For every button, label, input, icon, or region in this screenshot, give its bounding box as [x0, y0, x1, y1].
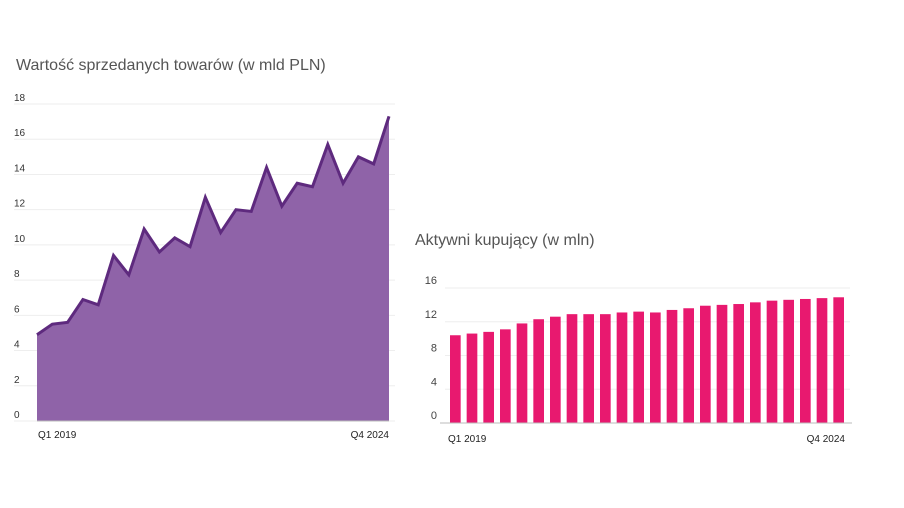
chart2-bar: [666, 309, 678, 423]
chart2-bar: [633, 311, 644, 423]
chart2-bar: [700, 305, 711, 423]
chart2-bar: [566, 314, 578, 423]
chart1-y-tick-label: 16: [14, 128, 26, 139]
chart1-y-tick-label: 18: [14, 93, 26, 104]
chart2-bar: [483, 331, 494, 423]
chart2-bar: [533, 319, 544, 423]
sales-value-area-chart: 0 2 4 6 8 10 12 14 16 18 Q1 2019 Q4 2024: [14, 93, 395, 441]
chart2-x-label-first: Q1 2019: [448, 434, 487, 445]
chart2-bar: [833, 297, 844, 423]
chart2-bar: [816, 298, 828, 423]
chart2-bar: [500, 329, 511, 423]
chart1-area: [37, 116, 389, 422]
chart2-y-tick-label: 4: [431, 376, 437, 388]
chart1-y-tick-label: 2: [14, 375, 20, 386]
chart2-y-tick-label: 12: [425, 309, 437, 321]
chart1-line: [36, 115, 391, 336]
chart2-bar: [550, 316, 561, 423]
chart1-y-tick-label: 12: [14, 199, 26, 210]
chart2-bar: [733, 304, 744, 423]
chart1-y-tick-label: 14: [14, 163, 26, 174]
chart1-x-label-first: Q1 2019: [38, 430, 77, 441]
chart2-bar: [616, 312, 628, 423]
chart2-bar: [783, 299, 794, 423]
chart1-y-tick-label: 8: [14, 269, 20, 280]
chart2-bar: [683, 308, 694, 423]
chart1-y-tick-label: 0: [14, 410, 20, 421]
chart2-y-tick-label: 16: [425, 275, 437, 287]
chart2-bar: [600, 314, 611, 423]
chart2-bar: [800, 298, 811, 423]
chart2-x-label-last: Q4 2024: [807, 434, 846, 445]
chart1-title: Wartość sprzedanych towarów (w mld PLN): [16, 57, 326, 74]
active-buyers-bar-chart: 0 4 8 12 16 Q1 2019 Q4 2024: [425, 275, 852, 445]
chart2-bar: [716, 304, 728, 423]
chart1-y-tick-label: 6: [14, 304, 20, 315]
chart1-x-label-last: Q4 2024: [351, 430, 390, 441]
chart2-bar: [466, 333, 478, 423]
chart2-bar: [583, 314, 594, 423]
chart1-y-tick-label: 10: [14, 234, 26, 245]
chart2-bar: [650, 312, 661, 423]
chart2-bar: [516, 323, 528, 423]
chart2-bar: [450, 335, 461, 423]
chart2-bar: [750, 302, 761, 423]
chart2-y-tick-label: 0: [431, 410, 437, 422]
chart2-y-tick-label: 8: [431, 343, 437, 355]
chart2-title: Aktywni kupujący (w mln): [415, 232, 595, 249]
chart1-y-tick-label: 4: [14, 340, 20, 351]
chart2-bar: [766, 300, 778, 423]
